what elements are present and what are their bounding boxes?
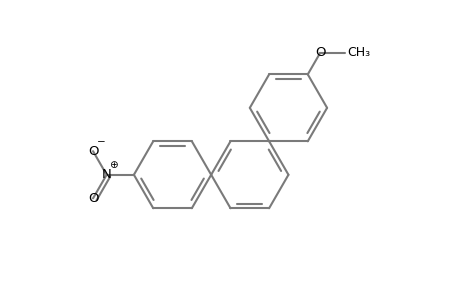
Text: ⊕: ⊕ xyxy=(109,160,118,170)
Text: O: O xyxy=(314,46,325,59)
Text: N: N xyxy=(101,168,111,181)
Text: CH₃: CH₃ xyxy=(347,46,369,59)
Text: O: O xyxy=(88,145,98,158)
Text: −: − xyxy=(97,137,106,147)
Text: O: O xyxy=(88,192,98,205)
